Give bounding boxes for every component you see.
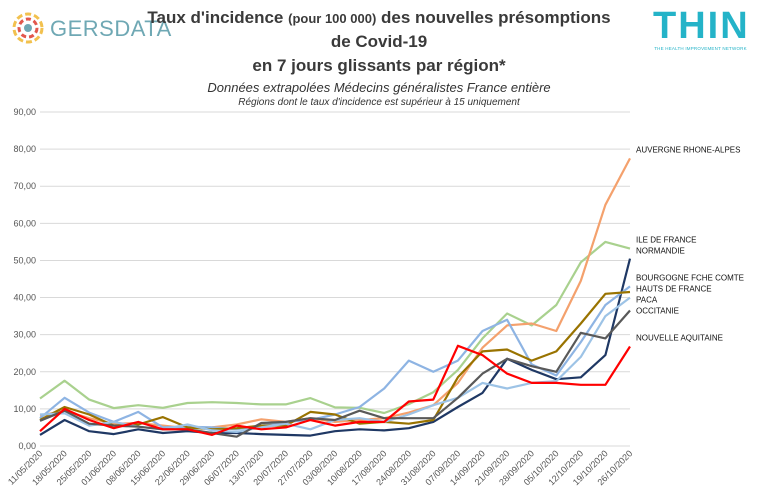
- y-tick-label: 20,00: [13, 367, 36, 377]
- y-tick-label: 0,00: [18, 441, 36, 451]
- series-line-hauts-de-france: [39, 290, 631, 431]
- series-label: NOUVELLE AQUITAINE: [636, 334, 723, 343]
- series-label: BOURGOGNE FCHE COMTE: [636, 273, 744, 282]
- chart-title-line3: en 7 jours glissants par région*: [252, 56, 506, 75]
- y-tick-label: 30,00: [13, 330, 36, 340]
- y-axis-ticks: 0,00 10,00 20,00 30,00 40,00 50,00 60,00 70,00 8…: [13, 107, 36, 451]
- x-axis-ticks: 11/05/202018/05/202025/05/202001/06/2020…: [6, 448, 634, 487]
- thin-brand: THIN: [653, 5, 750, 47]
- y-tick-label: 40,00: [13, 293, 36, 303]
- y-tick-label: 60,00: [13, 218, 36, 228]
- series-label: OCCITANIE: [636, 306, 679, 315]
- y-tick-label: 90,00: [13, 107, 36, 117]
- series-line-normandie: [39, 258, 632, 437]
- series-line-occitanie: [39, 309, 631, 438]
- series-label: AUVERGNE RHONE-ALPES: [636, 145, 740, 154]
- series-label: HAUTS DE FRANCE: [636, 284, 712, 293]
- series-lines: [39, 157, 632, 438]
- grid-lines: [40, 111, 630, 447]
- series-label: NORMANDIE: [636, 247, 685, 256]
- gersdata-brand: GERSDATA: [50, 16, 172, 41]
- chart-title-line2: de Covid-19: [330, 32, 428, 51]
- series-line-auvergne-rhone-alpes: [39, 157, 631, 430]
- title-rest: des nouvelles présomptions: [381, 8, 611, 27]
- title-small: (pour 100 000): [288, 11, 377, 26]
- y-tick-label: 80,00: [13, 144, 36, 154]
- thin-tagline: THE HEALTH IMPROVEMENT NETWORK: [654, 46, 747, 51]
- thin-logo: THIN THE HEALTH IMPROVEMENT NETWORK: [653, 6, 748, 56]
- y-tick-label: 50,00: [13, 255, 36, 265]
- y-tick-label: 70,00: [13, 181, 36, 191]
- gersdata-logo-icon: [12, 12, 44, 44]
- series-labels: AUVERGNE RHONE-ALPES ILE DE FRANCE NORMAND…: [636, 145, 744, 342]
- chart-title-line1: Taux d'incidence (pour 100 000) des nouv…: [0, 8, 758, 28]
- series-label: ILE DE FRANCE: [636, 236, 696, 245]
- chart-note: Régions dont le taux d'incidence est sup…: [238, 97, 520, 108]
- series-line-nouvelle-aquitaine: [39, 344, 631, 436]
- title-main: Taux d'incidence: [147, 8, 284, 27]
- gersdata-logo: GERSDATA: [8, 8, 171, 48]
- series-label: PACA: [636, 295, 658, 304]
- chart-subtitle: Données extrapolées Médecins généraliste…: [207, 80, 551, 95]
- y-tick-label: 10,00: [13, 404, 36, 414]
- series-line-ile-de-france: [39, 240, 631, 415]
